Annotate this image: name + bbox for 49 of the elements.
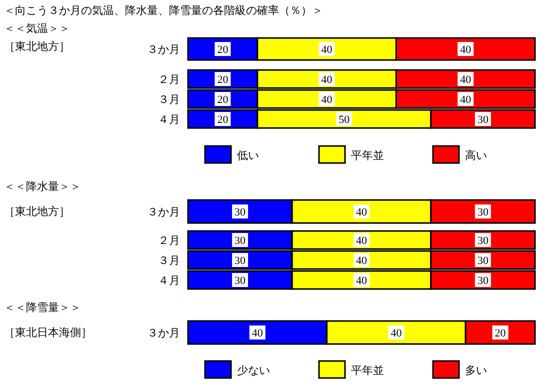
data-label: 30 xyxy=(477,235,489,247)
data-label: 30 xyxy=(234,235,246,247)
legend-label: 少ない xyxy=(237,364,270,377)
text: ＜＜降水量＞＞ xyxy=(4,180,81,193)
data-label: 20 xyxy=(217,114,229,126)
text: ［東北地方］ xyxy=(4,40,70,53)
y-tick-label: ３月 xyxy=(158,255,180,267)
data-label: 40 xyxy=(356,255,368,267)
text: ［東北地方］ xyxy=(4,205,70,218)
data-label: 40 xyxy=(460,44,472,56)
legend-label: 多い xyxy=(465,365,487,377)
data-label: 30 xyxy=(477,275,489,287)
y-tick-label: ４月 xyxy=(158,275,180,287)
data-label: 30 xyxy=(234,275,246,287)
data-label: 30 xyxy=(477,114,489,126)
data-label: 20 xyxy=(217,94,229,106)
data-label: 30 xyxy=(234,255,246,267)
data-label: 30 xyxy=(477,255,489,267)
data-label: 40 xyxy=(252,328,264,340)
data-label: 40 xyxy=(460,74,472,86)
data-label: 50 xyxy=(338,114,350,126)
data-label: 40 xyxy=(321,74,333,86)
y-tick-label: ２月 xyxy=(158,235,180,247)
legend-label: 低い xyxy=(237,150,259,162)
data-label: 30 xyxy=(477,206,489,218)
data-label: 40 xyxy=(356,206,368,218)
data-label: 40 xyxy=(460,94,472,106)
text: ＜＜気温＞＞ xyxy=(4,23,70,35)
data-label: 20 xyxy=(217,44,229,56)
data-label: 40 xyxy=(356,235,368,247)
data-label: 40 xyxy=(321,44,333,56)
data-label: 20 xyxy=(217,74,229,86)
legend-label: 平年並 xyxy=(351,365,384,377)
y-tick-label: ２月 xyxy=(158,74,180,86)
y-tick-label: ３か月 xyxy=(147,328,180,340)
y-tick-label: ３か月 xyxy=(147,44,180,56)
legend-label: 平年並 xyxy=(351,150,384,162)
data-label: 40 xyxy=(356,275,368,287)
text: ＜＜降雪量＞＞ xyxy=(4,302,81,314)
data-label: 30 xyxy=(234,206,246,218)
y-tick-label: ３月 xyxy=(158,94,180,106)
y-tick-label: ３か月 xyxy=(147,206,180,218)
y-tick-label: ４月 xyxy=(158,114,180,126)
chart-title: ＜向こう３か月の気温、降水量、降雪量の各階級の確率（％）＞ xyxy=(4,4,323,17)
data-label: 40 xyxy=(321,94,333,106)
text: ［東北日本海側］ xyxy=(4,326,92,339)
legend-label: 高い xyxy=(465,149,487,162)
data-label: 40 xyxy=(390,328,402,340)
data-label: 20 xyxy=(494,328,506,340)
